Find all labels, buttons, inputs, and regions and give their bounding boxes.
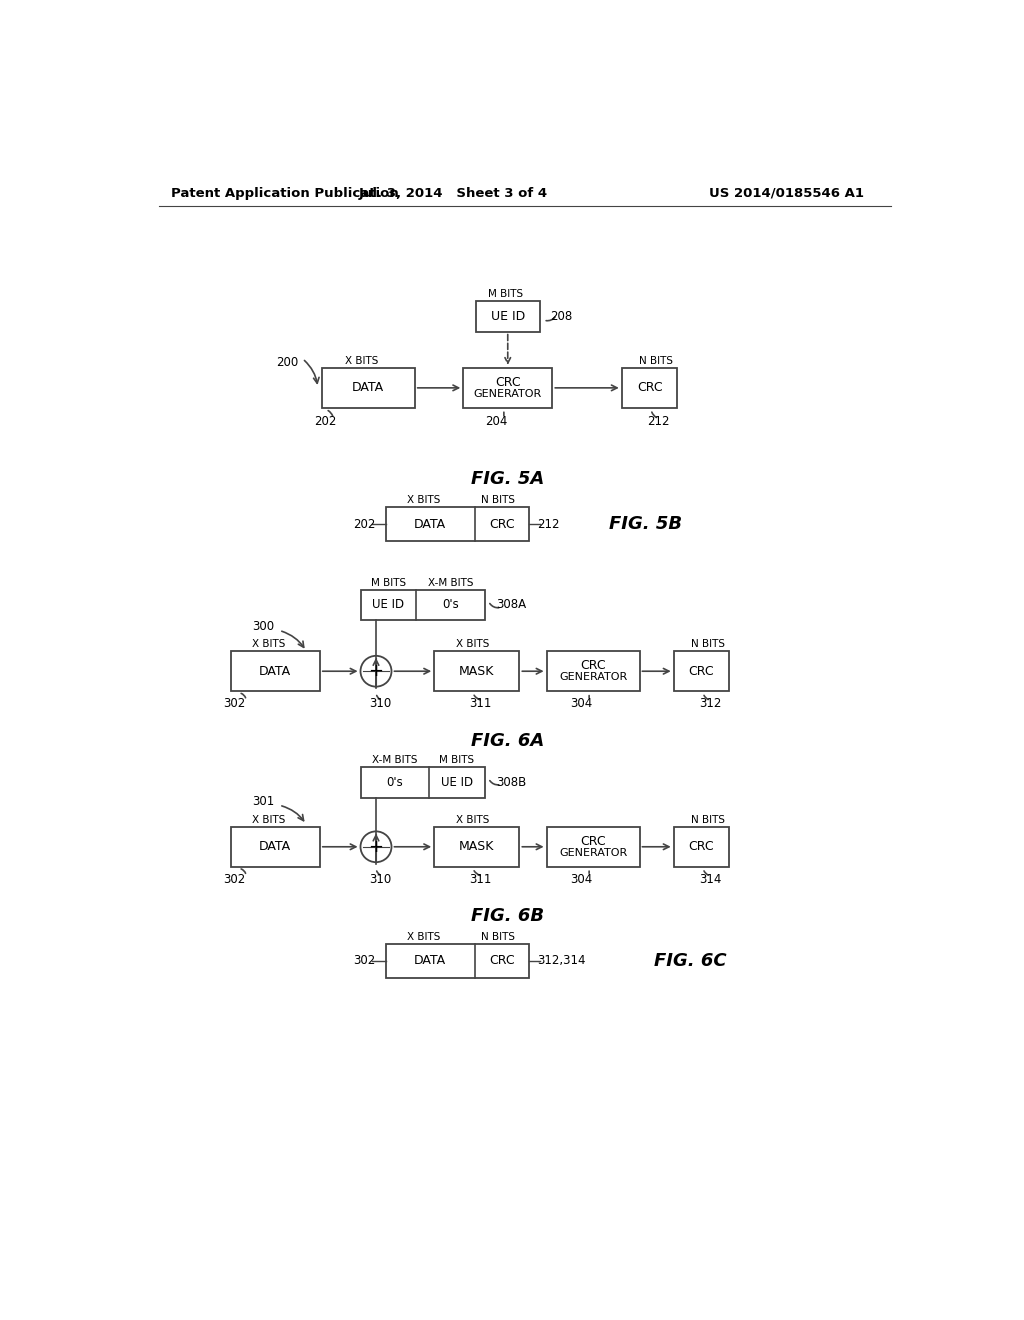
Text: X BITS: X BITS xyxy=(456,814,489,825)
Text: 302: 302 xyxy=(223,697,246,710)
Text: 208: 208 xyxy=(550,310,572,323)
Text: X BITS: X BITS xyxy=(456,639,489,649)
Text: FIG. 6B: FIG. 6B xyxy=(471,907,545,925)
Bar xyxy=(322,368,415,408)
Bar xyxy=(674,651,729,692)
Text: DATA: DATA xyxy=(352,381,384,395)
Bar xyxy=(386,944,529,978)
Text: FIG. 5B: FIG. 5B xyxy=(609,515,682,533)
Text: CRC: CRC xyxy=(489,954,515,968)
Bar xyxy=(434,826,519,867)
Text: 212: 212 xyxy=(647,416,670,428)
Bar xyxy=(622,368,678,408)
Text: 0's: 0's xyxy=(442,598,459,611)
Text: GENERATOR: GENERATOR xyxy=(559,847,627,858)
Text: UE ID: UE ID xyxy=(490,310,525,323)
Text: Patent Application Publication: Patent Application Publication xyxy=(171,186,398,199)
Text: N BITS: N BITS xyxy=(639,356,673,366)
Text: X BITS: X BITS xyxy=(408,495,440,506)
Bar xyxy=(230,651,319,692)
Text: FIG. 6A: FIG. 6A xyxy=(471,731,545,750)
Text: 304: 304 xyxy=(570,873,593,886)
Text: 212: 212 xyxy=(538,517,560,531)
Text: 204: 204 xyxy=(485,416,507,428)
Bar xyxy=(463,368,552,408)
Text: 308B: 308B xyxy=(497,776,526,788)
Text: +: + xyxy=(369,663,384,680)
Text: GENERATOR: GENERATOR xyxy=(559,672,627,682)
Text: MASK: MASK xyxy=(459,665,495,677)
Text: DATA: DATA xyxy=(259,841,291,853)
Text: FIG. 5A: FIG. 5A xyxy=(471,470,545,487)
Text: DATA: DATA xyxy=(414,517,446,531)
Text: N BITS: N BITS xyxy=(481,932,515,942)
Text: 0's: 0's xyxy=(386,776,403,788)
Text: UE ID: UE ID xyxy=(373,598,404,611)
Text: Jul. 3, 2014   Sheet 3 of 4: Jul. 3, 2014 Sheet 3 of 4 xyxy=(359,186,548,199)
Text: UE ID: UE ID xyxy=(440,776,473,788)
Bar xyxy=(547,826,640,867)
Text: X BITS: X BITS xyxy=(252,639,286,649)
Text: CRC: CRC xyxy=(489,517,515,531)
Text: 300: 300 xyxy=(253,620,274,634)
Text: X BITS: X BITS xyxy=(345,356,379,366)
Text: 311: 311 xyxy=(469,873,492,886)
Text: N BITS: N BITS xyxy=(691,814,725,825)
Text: 312,314: 312,314 xyxy=(538,954,586,968)
Bar xyxy=(476,301,540,331)
Bar xyxy=(674,826,729,867)
Bar xyxy=(547,651,640,692)
Text: 308A: 308A xyxy=(497,598,526,611)
Text: 202: 202 xyxy=(314,416,337,428)
Text: 302: 302 xyxy=(223,873,246,886)
Text: DATA: DATA xyxy=(414,954,446,968)
Text: X-M BITS: X-M BITS xyxy=(428,578,473,587)
Text: DATA: DATA xyxy=(259,665,291,677)
Text: MASK: MASK xyxy=(459,841,495,853)
Bar xyxy=(386,507,529,541)
Text: 301: 301 xyxy=(253,795,274,808)
Text: CRC: CRC xyxy=(581,834,606,847)
Text: X BITS: X BITS xyxy=(408,932,440,942)
Text: 202: 202 xyxy=(353,517,375,531)
Text: CRC: CRC xyxy=(637,381,663,395)
Text: FIG. 6C: FIG. 6C xyxy=(653,952,726,970)
Text: CRC: CRC xyxy=(495,376,520,389)
Text: X BITS: X BITS xyxy=(252,814,286,825)
Text: 302: 302 xyxy=(353,954,375,968)
Bar xyxy=(230,826,319,867)
Text: 200: 200 xyxy=(275,356,298,370)
Bar xyxy=(360,590,484,620)
Text: +: + xyxy=(369,838,384,855)
Text: US 2014/0185546 A1: US 2014/0185546 A1 xyxy=(710,186,864,199)
Text: 310: 310 xyxy=(369,873,391,886)
Text: N BITS: N BITS xyxy=(481,495,515,506)
Circle shape xyxy=(360,656,391,686)
Text: 304: 304 xyxy=(570,697,593,710)
Text: GENERATOR: GENERATOR xyxy=(474,389,542,399)
Text: N BITS: N BITS xyxy=(691,639,725,649)
Text: M BITS: M BITS xyxy=(371,578,406,587)
Text: CRC: CRC xyxy=(689,841,715,853)
Circle shape xyxy=(360,832,391,862)
Text: M BITS: M BITS xyxy=(439,755,474,764)
Text: 310: 310 xyxy=(369,697,391,710)
Bar xyxy=(360,767,484,797)
Text: CRC: CRC xyxy=(581,659,606,672)
Text: CRC: CRC xyxy=(689,665,715,677)
Text: 314: 314 xyxy=(699,873,722,886)
Text: 312: 312 xyxy=(699,697,722,710)
Text: 311: 311 xyxy=(469,697,492,710)
Bar xyxy=(434,651,519,692)
Text: X-M BITS: X-M BITS xyxy=(372,755,418,764)
Text: M BITS: M BITS xyxy=(487,289,523,298)
